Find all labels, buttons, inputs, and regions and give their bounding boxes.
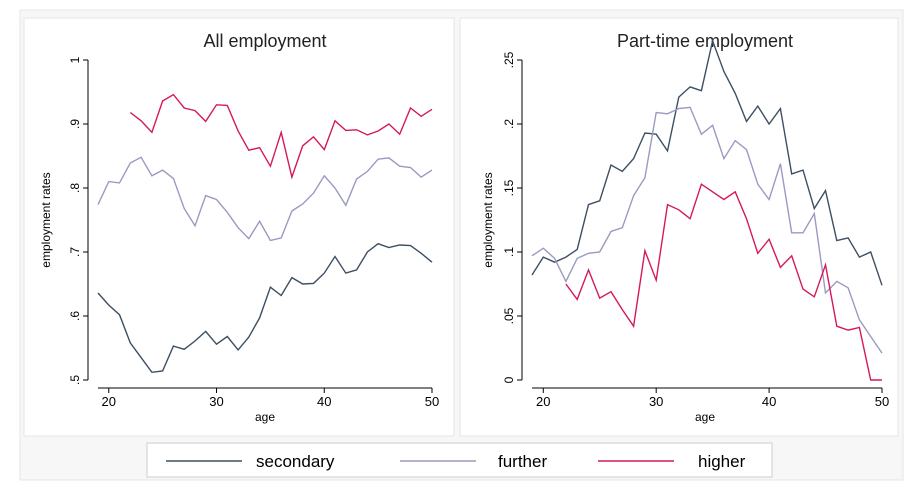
x-tick-label: 20 (102, 394, 116, 409)
plot-area (531, 38, 883, 381)
legend-label-further: further (498, 452, 547, 471)
x-axis-label: age (255, 410, 275, 424)
panel-background (23, 17, 455, 437)
y-tick-label: .1 (502, 247, 516, 257)
series-line-secondary (531, 38, 883, 286)
x-tick-label: 40 (317, 394, 331, 409)
y-tick-label: .05 (502, 307, 516, 324)
x-tick-label: 30 (209, 394, 223, 409)
panel-background (459, 17, 899, 437)
series-line-higher (565, 183, 882, 381)
y-tick-label: .25 (502, 51, 516, 68)
y-axis: .5 .6 .7 .8 .9 1 (68, 56, 89, 385)
x-tick-label: 30 (649, 394, 663, 409)
legend-item-higher: higher (598, 452, 746, 471)
legend: secondary further higher (146, 442, 773, 478)
series-line-secondary (97, 242, 433, 374)
y-tick-label: .5 (68, 375, 82, 385)
panel-title: All employment (203, 31, 326, 51)
x-tick-label: 50 (875, 394, 889, 409)
y-tick-label: .7 (68, 247, 82, 257)
y-tick-label: .8 (68, 183, 82, 193)
panel-part-time-employment: Part-time employment 0 .05 .1 .15 .2 .25 20 30… (459, 17, 899, 437)
legend-item-secondary: secondary (166, 452, 335, 471)
x-tick-label: 20 (536, 394, 550, 409)
panel-all-employment: All employment .5 .6 .7 .8 .9 1 20 30 40 50 empl… (23, 17, 455, 437)
legend-item-further: further (400, 452, 547, 471)
x-axis-label: age (695, 410, 715, 424)
y-axis: 0 .05 .1 .15 .2 .25 (502, 51, 523, 383)
y-tick-label: .9 (68, 119, 82, 129)
y-tick-label: .2 (502, 119, 516, 129)
series-line-further (531, 106, 883, 354)
x-tick-label: 50 (425, 394, 439, 409)
panel-title: Part-time employment (617, 31, 793, 51)
y-tick-label: .15 (502, 179, 516, 196)
y-axis-label: employment rates (481, 172, 495, 267)
x-tick-label: 40 (762, 394, 776, 409)
y-axis-label: employment rates (39, 172, 53, 267)
legend-box (146, 442, 773, 478)
y-tick-label: 0 (502, 376, 516, 383)
plot-area (97, 93, 433, 374)
x-axis: 20 30 40 50 (532, 387, 889, 409)
legend-label-secondary: secondary (256, 452, 335, 471)
y-tick-label: 1 (68, 56, 82, 63)
series-line-further (97, 156, 433, 242)
y-tick-label: .6 (68, 311, 82, 321)
x-axis: 20 30 40 50 (98, 387, 439, 409)
legend-label-higher: higher (698, 452, 746, 471)
series-line-higher (129, 93, 433, 180)
